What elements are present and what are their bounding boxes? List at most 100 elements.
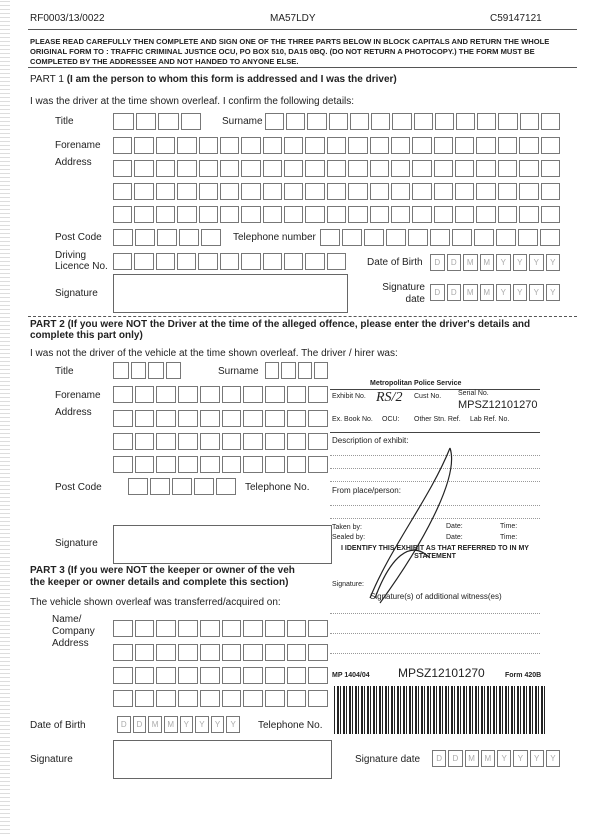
character-box[interactable] xyxy=(199,667,220,684)
character-box[interactable] xyxy=(198,183,218,200)
character-box[interactable] xyxy=(476,137,496,154)
character-box[interactable]: M xyxy=(480,750,495,767)
character-boxes[interactable] xyxy=(113,410,330,427)
character-boxes[interactable] xyxy=(113,667,330,684)
character-box[interactable] xyxy=(178,410,198,427)
character-box[interactable] xyxy=(433,160,453,177)
character-boxes[interactable] xyxy=(113,206,562,223)
character-box[interactable]: Y xyxy=(512,254,527,271)
character-box[interactable] xyxy=(477,113,497,130)
character-box[interactable] xyxy=(284,137,304,154)
character-box[interactable] xyxy=(113,229,133,246)
character-box[interactable] xyxy=(540,183,560,200)
character-boxes[interactable] xyxy=(265,113,562,130)
character-box[interactable] xyxy=(264,386,285,403)
character-box[interactable]: Y xyxy=(529,750,544,767)
character-box[interactable] xyxy=(178,620,198,637)
character-box[interactable] xyxy=(135,229,155,246)
character-box[interactable] xyxy=(326,206,347,223)
part2-signature-box[interactable] xyxy=(113,525,332,564)
character-box[interactable] xyxy=(165,362,181,379)
character-box[interactable] xyxy=(455,113,476,130)
character-box[interactable] xyxy=(221,644,242,661)
character-box[interactable] xyxy=(286,386,307,403)
character-boxes[interactable] xyxy=(113,362,183,379)
character-box[interactable] xyxy=(320,229,340,246)
character-box[interactable] xyxy=(241,253,261,270)
character-box[interactable]: Y xyxy=(226,716,240,733)
character-box[interactable] xyxy=(519,183,539,200)
character-box[interactable] xyxy=(433,183,453,200)
character-box[interactable]: D xyxy=(446,254,461,271)
character-box[interactable]: Y xyxy=(496,284,511,301)
character-box[interactable] xyxy=(199,386,220,403)
character-boxes[interactable] xyxy=(128,478,238,495)
character-box[interactable] xyxy=(264,456,285,473)
character-box[interactable] xyxy=(219,137,240,154)
character-box[interactable] xyxy=(474,229,494,246)
character-box[interactable] xyxy=(496,229,516,246)
character-box[interactable] xyxy=(412,160,432,177)
character-box[interactable] xyxy=(177,137,197,154)
character-box[interactable] xyxy=(134,620,155,637)
character-box[interactable] xyxy=(283,253,304,270)
character-box[interactable] xyxy=(326,183,347,200)
character-box[interactable]: D xyxy=(430,254,445,271)
character-box[interactable] xyxy=(178,456,198,473)
character-box[interactable] xyxy=(155,206,176,223)
character-box[interactable] xyxy=(178,667,198,684)
character-box[interactable] xyxy=(348,160,368,177)
character-boxes[interactable] xyxy=(113,690,330,707)
character-box[interactable] xyxy=(178,433,198,450)
character-box[interactable] xyxy=(198,253,218,270)
character-box[interactable] xyxy=(243,410,263,427)
character-box[interactable] xyxy=(386,229,406,246)
character-box[interactable] xyxy=(286,410,307,427)
character-box[interactable]: M xyxy=(463,284,478,301)
character-box[interactable] xyxy=(328,113,348,130)
character-boxes[interactable] xyxy=(113,620,330,637)
character-box[interactable] xyxy=(155,183,176,200)
character-box[interactable] xyxy=(199,410,220,427)
character-box[interactable] xyxy=(369,137,389,154)
character-box[interactable] xyxy=(519,137,539,154)
character-box[interactable] xyxy=(128,478,148,495)
character-boxes[interactable] xyxy=(113,229,223,246)
character-box[interactable] xyxy=(305,206,325,223)
character-box[interactable] xyxy=(476,206,496,223)
character-box[interactable] xyxy=(241,160,261,177)
character-box[interactable]: D xyxy=(117,716,131,733)
character-box[interactable] xyxy=(262,160,282,177)
character-box[interactable] xyxy=(221,620,242,637)
character-box[interactable] xyxy=(178,690,198,707)
character-box[interactable] xyxy=(369,206,389,223)
character-box[interactable] xyxy=(241,137,261,154)
character-box[interactable]: M xyxy=(463,254,478,271)
character-box[interactable] xyxy=(130,362,146,379)
character-boxes[interactable] xyxy=(113,433,330,450)
character-box[interactable] xyxy=(113,160,133,177)
character-boxes[interactable] xyxy=(320,229,562,246)
character-box[interactable] xyxy=(540,137,560,154)
character-box[interactable] xyxy=(540,229,560,246)
character-box[interactable]: Y xyxy=(210,716,225,733)
character-box[interactable] xyxy=(434,113,454,130)
character-box[interactable] xyxy=(408,229,428,246)
character-box[interactable] xyxy=(313,362,328,379)
character-box[interactable] xyxy=(390,137,411,154)
character-box[interactable] xyxy=(150,478,170,495)
character-box[interactable] xyxy=(177,183,197,200)
character-box[interactable]: Y xyxy=(179,716,194,733)
character-box[interactable] xyxy=(281,362,296,379)
character-box[interactable] xyxy=(284,206,304,223)
character-box[interactable]: M xyxy=(479,254,494,271)
character-box[interactable] xyxy=(262,253,282,270)
character-boxes[interactable] xyxy=(265,362,330,379)
character-box[interactable] xyxy=(156,644,177,661)
character-box[interactable] xyxy=(221,386,242,403)
character-box[interactable]: Y xyxy=(496,254,511,271)
character-box[interactable] xyxy=(540,113,561,130)
character-boxes[interactable] xyxy=(113,456,330,473)
